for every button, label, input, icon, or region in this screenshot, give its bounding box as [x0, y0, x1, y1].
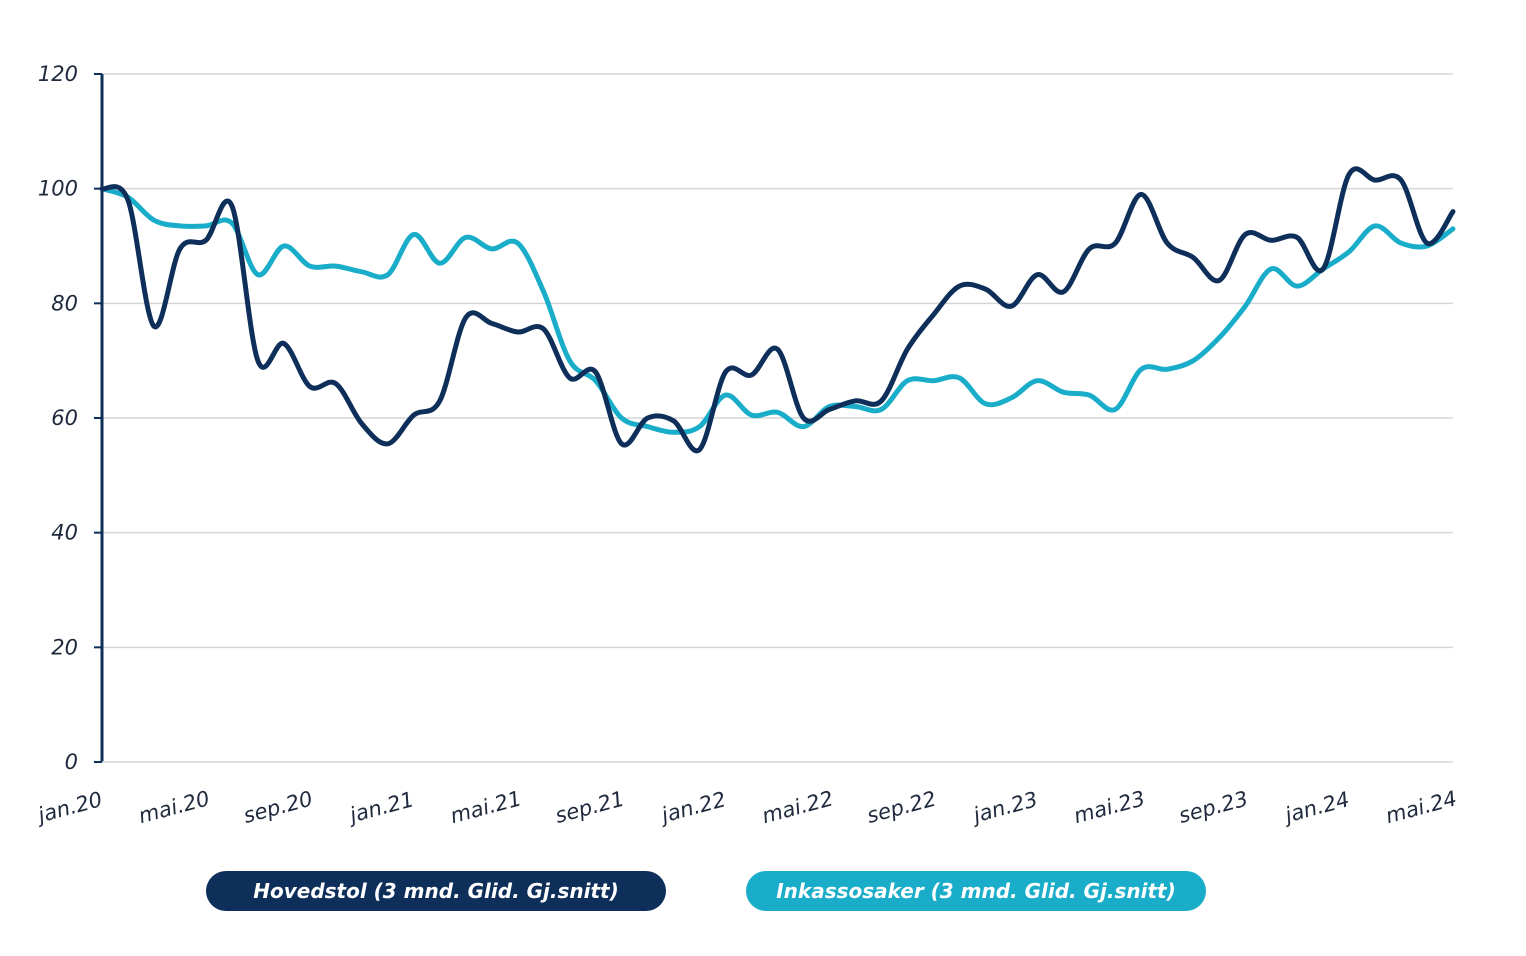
y-tick-label: 40 [51, 521, 78, 545]
gridlines [102, 73, 1453, 649]
x-tick-label: sep.20 [241, 787, 315, 828]
x-tick-label: mai.22 [759, 786, 835, 828]
x-tick-label: mai.24 [1383, 786, 1459, 828]
y-tick-label: 120 [38, 62, 78, 86]
x-tick-label: mai.23 [1071, 786, 1147, 828]
series-line-inkassosaker [99, 186, 1456, 435]
x-tick-label: sep.22 [864, 787, 938, 828]
x-tick-label: jan.21 [344, 787, 416, 828]
x-tick-label: mai.20 [136, 786, 212, 828]
x-tick-label: sep.21 [553, 787, 627, 828]
x-tick-label: jan.22 [656, 787, 728, 828]
legend-hovedstol: Hovedstol (3 mnd. Glid. Gj.snitt) [206, 871, 666, 911]
x-tick-label: jan.23 [968, 787, 1040, 828]
y-tick-label: 80 [51, 291, 78, 315]
x-tick-label: jan.24 [1280, 787, 1352, 828]
x-tick-label: sep.23 [1176, 787, 1250, 828]
y-tick-label: 0 [65, 750, 78, 774]
series-lines [99, 166, 1456, 454]
x-tick-label: jan.20 [33, 787, 105, 828]
y-tick-label: 60 [51, 406, 78, 430]
y-tick-label: 20 [51, 635, 78, 659]
axes: 0 20 40 60 80 100 120 jan.20 mai.20 sep.20 jan.21 m… [33, 62, 1460, 828]
series-line-hovedstol [99, 166, 1456, 454]
x-tick-label: mai.21 [448, 786, 524, 828]
y-tick-label: 100 [38, 177, 78, 201]
legend-inkassosaker: Inkassosaker (3 mnd. Glid. Gj.snitt) [746, 871, 1206, 911]
